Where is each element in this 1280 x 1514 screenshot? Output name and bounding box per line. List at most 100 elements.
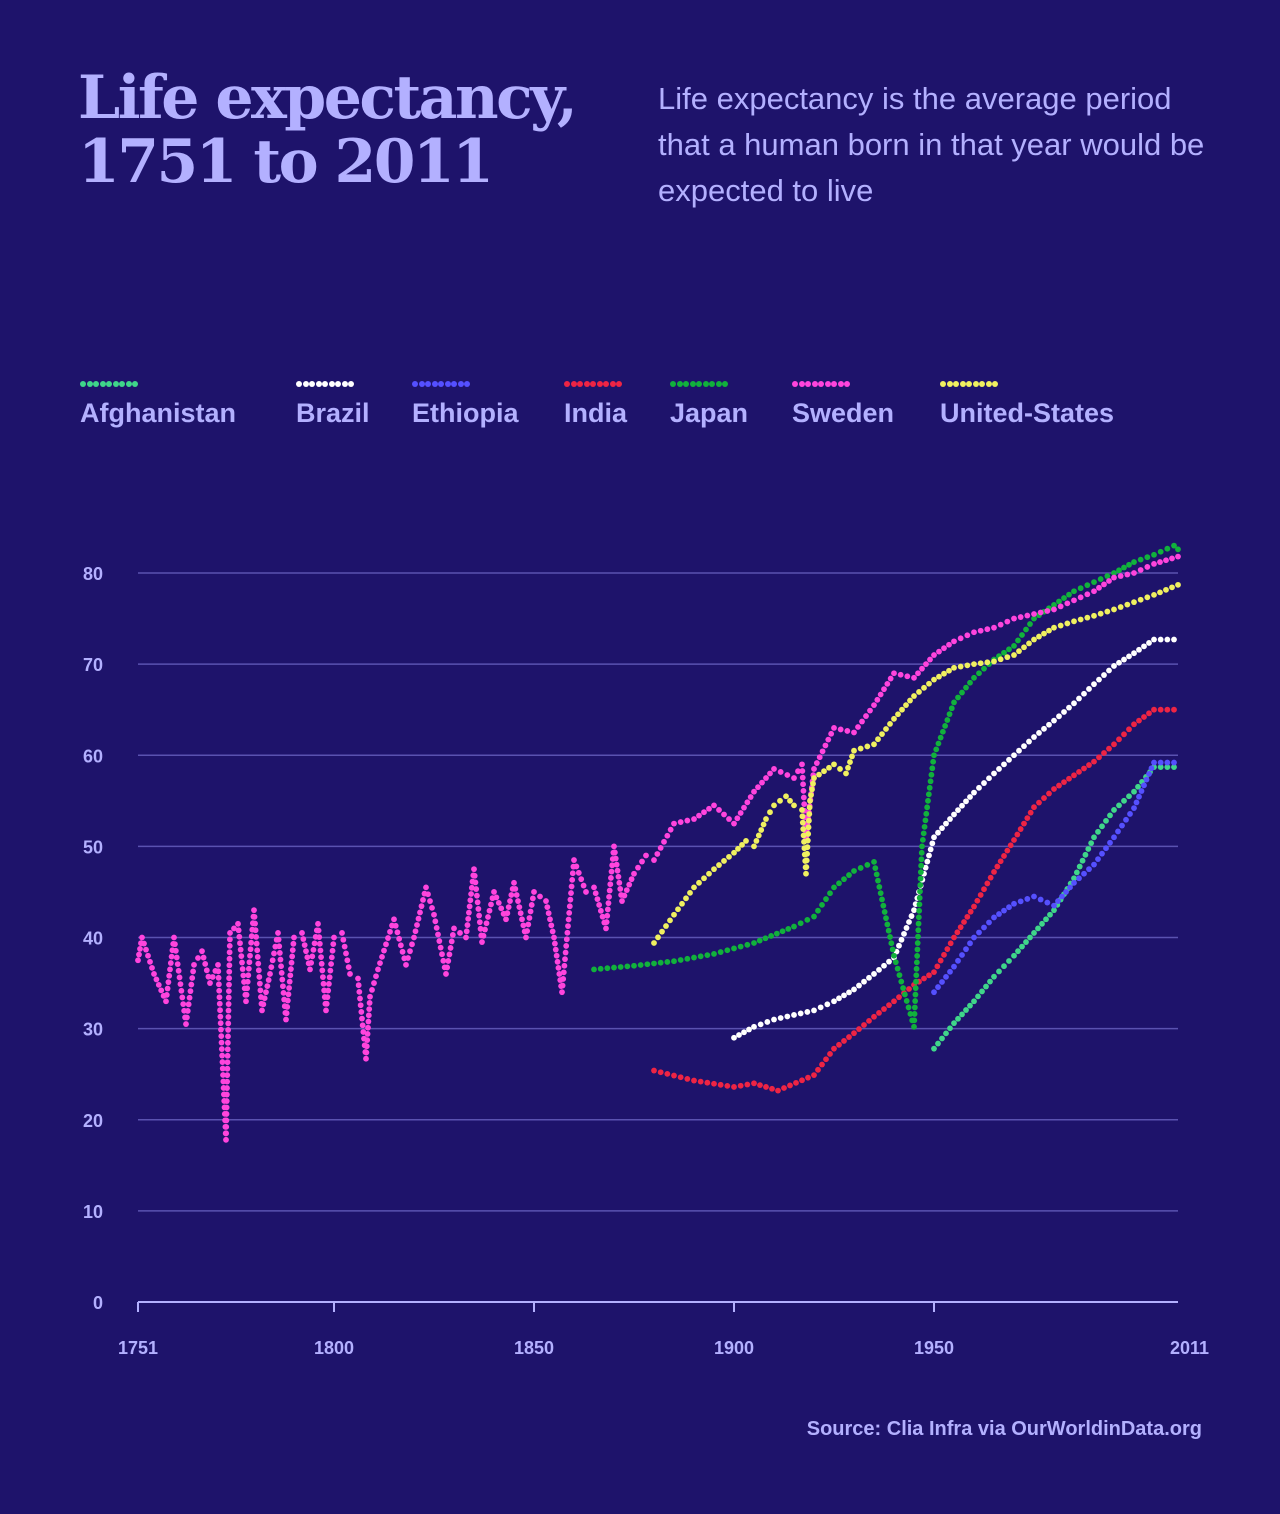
y-axis: 0 10 20 30 40 50 60 70 80 <box>83 564 103 1313</box>
series-dot <box>1157 589 1163 596</box>
series-dot <box>1031 615 1037 622</box>
series-dot <box>651 1067 657 1074</box>
series-dot <box>248 939 255 946</box>
series-dot <box>245 972 252 979</box>
series-dot <box>971 903 977 910</box>
series-dot <box>1081 765 1087 772</box>
series-dot <box>174 961 181 968</box>
series-dot <box>866 974 872 981</box>
series-dot <box>556 971 563 977</box>
series-dot <box>866 1017 872 1024</box>
series-dot <box>951 638 957 645</box>
series-dot <box>437 944 444 951</box>
series-dot <box>483 920 490 927</box>
series-dot <box>466 903 473 910</box>
series-dot <box>721 811 727 818</box>
series-dot <box>564 929 571 936</box>
series-dot <box>1037 896 1044 903</box>
series-dot <box>1091 612 1097 619</box>
series-dot <box>520 922 527 929</box>
series-dot <box>1077 594 1084 601</box>
series-dot <box>914 940 921 946</box>
series-dot <box>525 921 532 928</box>
series-dot <box>899 706 905 713</box>
series-dot <box>290 940 297 947</box>
series-dot <box>987 978 993 985</box>
series-dot <box>914 953 921 959</box>
series-dot <box>1086 866 1092 873</box>
series-dot <box>217 1013 224 1020</box>
series-dot <box>235 920 241 927</box>
series-dot <box>799 761 805 768</box>
series-dot <box>856 982 862 989</box>
series-dot <box>769 1085 775 1092</box>
series-dot <box>1023 626 1029 633</box>
series-dot <box>936 648 942 655</box>
series-dot <box>415 915 422 922</box>
series-dot <box>326 980 332 987</box>
series-dot <box>366 1006 373 1013</box>
series-dot <box>1141 714 1147 720</box>
series-dot <box>205 973 212 980</box>
series-dot <box>706 805 712 812</box>
series-dot <box>751 843 757 850</box>
series-dot <box>877 890 884 897</box>
series-dot <box>1115 828 1121 835</box>
series-dot <box>809 786 815 793</box>
series-dot <box>696 879 702 886</box>
series-dot <box>1106 578 1112 584</box>
series-dot <box>252 920 258 927</box>
series-dot <box>580 882 587 889</box>
series-dot <box>915 920 922 927</box>
series-dot <box>583 889 589 895</box>
series-dot <box>799 1077 805 1084</box>
series-dot <box>381 947 387 954</box>
series-dot <box>559 982 566 989</box>
series-dot <box>991 914 997 921</box>
series-dot <box>976 929 982 936</box>
series-dot <box>731 849 737 856</box>
series-dot <box>1131 650 1137 657</box>
series-dot <box>864 862 871 868</box>
series-dot <box>171 934 177 941</box>
series-dot <box>508 892 515 898</box>
series-dot <box>924 804 931 811</box>
series-dot <box>881 909 888 915</box>
series-dot <box>606 893 612 900</box>
series-dot <box>237 946 244 953</box>
series-dot <box>911 907 917 914</box>
series-dot <box>226 936 233 943</box>
series-dot <box>841 876 847 883</box>
series-dot <box>551 934 557 941</box>
series-dot <box>871 702 877 709</box>
series-dot <box>562 956 568 963</box>
series-dot <box>925 797 931 804</box>
series-dot <box>954 929 961 936</box>
series-dot <box>1084 614 1091 621</box>
series-dot <box>1141 782 1147 789</box>
series-dot <box>569 870 576 877</box>
series-dot <box>1116 736 1122 743</box>
series-dot <box>825 736 832 743</box>
series-dot <box>219 1065 226 1072</box>
series-dot <box>845 764 851 771</box>
series-dot <box>1056 782 1062 789</box>
series-dot <box>391 916 397 923</box>
series-dot <box>911 1023 917 1030</box>
series-dot <box>805 824 812 831</box>
series-dot <box>218 1046 225 1052</box>
legend-swatch-ethiopia <box>412 374 519 387</box>
series-dot <box>1071 700 1077 707</box>
series-dot <box>1171 636 1177 643</box>
series-dot <box>560 976 567 982</box>
series-dot <box>463 928 470 935</box>
series-dot <box>439 951 445 958</box>
series-dot <box>604 912 611 919</box>
series-dot <box>683 895 689 902</box>
series-dot <box>891 998 897 1005</box>
series-dot <box>261 995 268 1002</box>
series-dot <box>671 911 677 918</box>
series-dot <box>183 1014 190 1021</box>
series-dot <box>1004 654 1011 661</box>
series-dot <box>318 954 324 961</box>
